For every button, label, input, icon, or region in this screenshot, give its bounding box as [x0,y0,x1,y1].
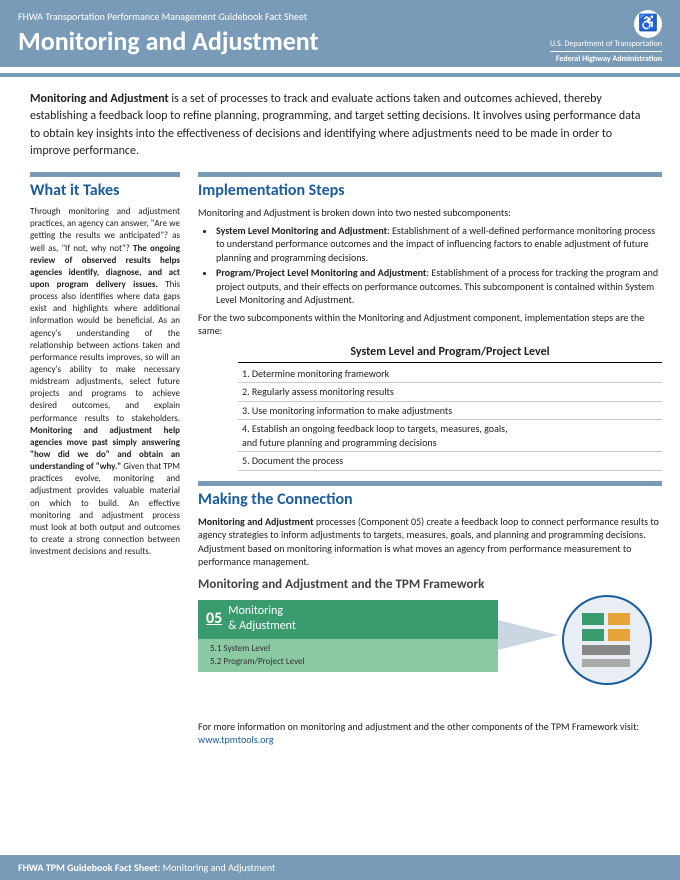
framework-header: 05 Monitoring & Adjustment [198,600,498,639]
section-title-implementation: Implementation Steps [198,181,662,202]
framework-sub-item: 5.1 System Level [210,642,486,656]
steps-list: 1. Determine monitoring framework 2. Reg… [238,365,662,471]
list-item: System Level Monitoring and Adjustment: … [216,224,662,265]
table-row: 3. Use monitoring information to make ad… [238,402,662,421]
impl-post: For the two subcomponents within the Mon… [198,311,662,338]
list-item: Program/Project Level Monitoring and Adj… [216,266,662,307]
intro-paragraph: Monitoring and Adjustment is a set of pr… [0,77,680,173]
table-row: 2. Regularly assess monitoring results [238,383,662,402]
framework-sublevels: 5.1 System Level 5.2 Program/Project Lev… [198,639,498,672]
dot-logo-icon: ♿ [634,10,662,38]
footer-title: Monitoring and Adjustment [163,861,276,874]
tpm-framework-circle-icon [562,595,652,685]
agency-logo-block: ♿ U.S. Department of Transportation Fede… [550,10,662,64]
section-title-connection: Making the Connection [198,490,662,511]
steps-table: System Level and Program/Project Level 1… [238,344,662,471]
framework-number: 05 [206,609,222,630]
table-row: 4. Establish an ongoing feedback loop to… [238,420,662,452]
framework-title: Monitoring and Adjustment and the TPM Fr… [198,577,662,594]
steps-title: System Level and Program/Project Level [238,344,662,363]
arrow-icon [498,620,558,650]
framework-sub-item: 5.2 Program/Project Level [210,655,486,669]
framework-label: Monitoring & Adjustment [228,604,296,635]
page-header: FHWA Transportation Performance Manageme… [0,0,680,70]
agency-name: Federal Highway Administration [550,51,662,64]
page-footer: FHWA TPM Guidebook Fact Sheet: Monitorin… [0,855,680,880]
dept-name: U.S. Department of Transportation [550,40,662,49]
table-row: 5. Document the process [238,452,662,471]
footer-prefix: FHWA TPM Guidebook Fact Sheet: [18,861,163,874]
right-column: Implementation Steps Monitoring and Adju… [198,172,662,745]
what-it-takes-body: Through monitoring and adjustment practi… [30,206,180,558]
section-title-what-it-takes: What it Takes [30,181,180,202]
intro-lead: Monitoring and Adjustment [30,92,169,106]
framework-diagram: 05 Monitoring & Adjustment 5.1 System Le… [198,600,662,700]
section-bar [198,481,662,486]
section-bar [30,172,180,177]
section-bar [198,172,662,177]
content-columns: What it Takes Through monitoring and adj… [0,172,680,755]
more-info-text: For more information on monitoring and a… [198,720,662,746]
table-row: 1. Determine monitoring framework [238,365,662,384]
implementation-body: Monitoring and Adjustment is broken down… [198,206,662,471]
connection-body: Monitoring and Adjustment processes (Com… [198,515,662,569]
left-column: What it Takes Through monitoring and adj… [30,172,180,745]
impl-bullets: System Level Monitoring and Adjustment: … [216,224,662,307]
tpmtools-link[interactable]: www.tpmtools.org [198,733,274,746]
impl-intro: Monitoring and Adjustment is broken down… [198,206,662,220]
